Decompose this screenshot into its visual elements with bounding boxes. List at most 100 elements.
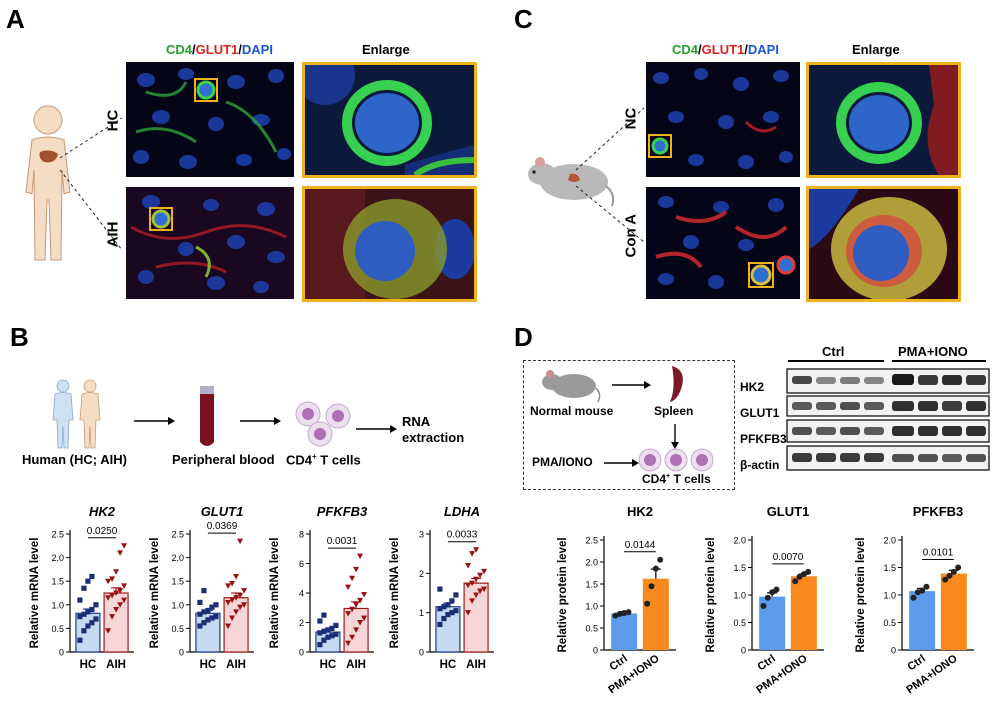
y-axis-label: Relative protein level [557,537,569,652]
data-point [449,598,455,604]
data-point [225,599,232,606]
micrograph-aih [126,187,294,299]
data-point [113,569,120,575]
data-point [85,609,91,615]
human-label: Human (HC; AIH) [22,452,127,467]
data-point [197,599,203,606]
data-point [117,602,124,608]
blood-tube-icon [200,386,214,446]
data-point [345,640,352,647]
dapi-label-c: DAPI [747,42,779,57]
y-axis-label: Relative protein level [855,537,867,652]
x-tick-label: Ctrl [755,653,777,674]
enlarge-hc [302,62,477,178]
data-point [233,595,240,601]
data-point [225,623,232,630]
data-point [453,592,459,598]
data-point [113,607,120,613]
data-point [473,547,480,553]
chart-title: GLUT1 [201,504,244,519]
data-point [919,587,926,594]
y-tick-label: 2 [299,618,304,628]
panel-a-enlarge-label: Enlarge [362,42,410,57]
data-point [321,628,327,634]
y-tick-label: 0.5 [733,618,746,628]
data-point [465,582,472,589]
x-tick-label: HC [440,659,457,671]
data-point [325,634,331,640]
data-point [201,609,207,615]
chart-title: LDHA [444,504,480,519]
y-tick-label: 0 [891,646,896,656]
y-tick-label: 4 [299,589,304,599]
data-point [349,575,356,582]
p-value-label: 0.0144 [625,540,656,551]
y-tick-label: 1.0 [733,591,746,601]
bar-pma-iono [642,578,669,650]
data-point [353,566,360,573]
data-point [477,572,484,579]
row-label-nc: NC [622,107,640,130]
data-point [764,594,771,601]
chart-pfkfb3-mrna: PFKFB3 0 2 4 6 8 Relative mRNA level HC AIH 0.003… [269,504,374,671]
data-point [89,620,95,626]
y-tick-label: 1.0 [171,600,184,610]
panel-c-enlarge-label: Enlarge [852,42,900,57]
data-point [469,598,476,604]
glut1-label: GLUT1 [195,42,239,57]
mouse-liver-icon [568,173,580,182]
data-point [760,603,767,609]
dapi-label: DAPI [241,42,273,57]
data-point [241,588,248,594]
blot-group-bars [788,360,986,362]
x-tick-label: AIH [346,659,366,671]
data-point [441,604,447,610]
p-value-label: 0.0031 [327,536,358,547]
y-tick-label: 0 [593,646,598,656]
data-point [773,586,780,593]
human-figure-icon [25,105,71,261]
data-point [237,592,244,599]
panel-letter-c: C [514,4,533,34]
y-tick-label: 6 [299,559,304,569]
data-point [481,568,488,575]
data-point [109,614,116,620]
micrograph-cona [646,187,800,299]
y-tick-label: 1.5 [733,563,746,573]
y-tick-label: 2.5 [585,536,598,546]
y-tick-label: 0 [179,648,184,658]
data-point [197,611,203,617]
chart-title: PFKFB3 [913,504,964,519]
data-point [81,611,87,617]
data-point [473,592,480,598]
data-point [445,612,451,618]
data-point [229,615,236,622]
panel-a-leader-lines [59,117,123,251]
data-point [923,583,930,590]
arrow-d3-icon [604,459,639,467]
pma-iono-label: PMA/IONO [532,455,593,469]
data-point [237,604,244,611]
data-point [77,597,83,603]
panel-d-workflow-box [523,360,735,490]
data-point [105,628,112,634]
data-point [241,602,248,608]
data-point [796,573,803,580]
p-value-label: 0.0101 [923,548,954,559]
data-point [233,609,240,615]
data-point [805,568,812,575]
data-point [353,602,360,608]
data-point [237,538,244,545]
data-point [349,634,356,641]
panel-letter-a: A [6,4,25,34]
data-point [197,623,203,629]
western-blot [786,368,990,471]
data-point [93,616,99,622]
p-value-label: 0.0250 [87,526,118,537]
y-tick-label: 2 [419,569,424,579]
data-point [465,562,472,569]
blot-group-pma: PMA+IONO [898,344,968,359]
y-tick-label: 0.5 [51,624,64,634]
data-point [229,581,236,587]
y-axis-label: Relative mRNA level [29,538,41,649]
